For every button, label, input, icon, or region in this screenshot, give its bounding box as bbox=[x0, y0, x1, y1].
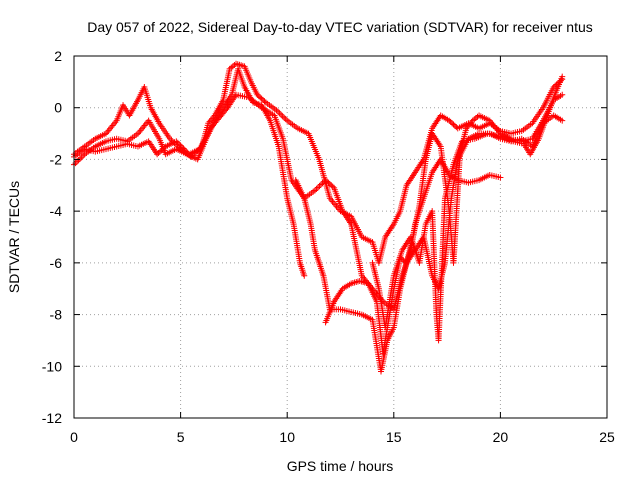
data-point bbox=[260, 96, 267, 103]
y-tick-label: 0 bbox=[54, 100, 62, 116]
x-tick-label: 25 bbox=[599, 429, 615, 445]
grid bbox=[74, 56, 607, 418]
data-point bbox=[181, 146, 188, 153]
x-tick-label: 5 bbox=[177, 429, 185, 445]
y-tick-label: -10 bbox=[42, 358, 62, 374]
chart-title: Day 057 of 2022, Sidereal Day-to-day VTE… bbox=[87, 19, 593, 35]
data-point bbox=[276, 110, 283, 117]
y-tick-label: -2 bbox=[50, 151, 63, 167]
axis-ticks: 0 5 10 15 20 25 -12 -10 -8 -6 -4 -2 0 2 bbox=[42, 48, 615, 445]
data-point bbox=[322, 177, 329, 184]
y-axis-label: SDTVAR / TECUs bbox=[6, 181, 22, 293]
data-point bbox=[275, 108, 282, 115]
data-point bbox=[179, 144, 186, 151]
data-point bbox=[155, 149, 162, 156]
x-axis-label: GPS time / hours bbox=[287, 458, 394, 474]
data-point bbox=[255, 93, 262, 100]
data-point bbox=[301, 272, 308, 279]
series-track-5 bbox=[292, 112, 566, 375]
data-point bbox=[325, 179, 332, 186]
data-point bbox=[282, 116, 289, 123]
data-point bbox=[281, 114, 288, 121]
data-point bbox=[318, 181, 325, 188]
series-track-1 bbox=[71, 60, 566, 266]
data-point bbox=[173, 138, 180, 145]
data-point bbox=[180, 145, 187, 152]
data-point bbox=[559, 73, 566, 80]
data-point bbox=[550, 84, 557, 91]
y-tick-label: -4 bbox=[50, 203, 63, 219]
x-tick-label: 20 bbox=[493, 429, 509, 445]
data-point bbox=[447, 118, 454, 125]
data-point bbox=[154, 151, 161, 158]
data-point bbox=[223, 106, 230, 113]
data-point bbox=[279, 113, 286, 120]
series-track-2 bbox=[71, 65, 308, 279]
data-point bbox=[158, 147, 165, 154]
data-point bbox=[156, 148, 163, 155]
data-point bbox=[261, 98, 268, 105]
data-point bbox=[176, 141, 183, 148]
data-point bbox=[446, 117, 453, 124]
data-point bbox=[174, 139, 181, 146]
data-point bbox=[183, 148, 190, 155]
x-tick-label: 15 bbox=[386, 429, 402, 445]
plot-frame bbox=[73, 55, 608, 419]
data-point bbox=[450, 121, 457, 128]
data-point bbox=[449, 120, 456, 127]
y-tick-label: -12 bbox=[42, 410, 62, 426]
data-point bbox=[75, 157, 82, 164]
data-point bbox=[258, 95, 265, 102]
data-point bbox=[323, 178, 330, 185]
x-tick-label: 10 bbox=[279, 429, 295, 445]
series-track-6 bbox=[369, 73, 566, 344]
data-point bbox=[316, 183, 323, 190]
data-point bbox=[254, 91, 261, 98]
data-point bbox=[159, 146, 166, 153]
data-point bbox=[278, 111, 285, 118]
y-tick-label: 2 bbox=[54, 48, 62, 64]
data-point bbox=[161, 144, 168, 151]
data-point bbox=[313, 185, 320, 192]
data-point bbox=[329, 183, 336, 190]
data-point bbox=[177, 142, 184, 149]
data-point bbox=[257, 94, 264, 101]
data-point bbox=[559, 91, 566, 98]
x-tick-label: 0 bbox=[70, 429, 78, 445]
y-tick-label: -6 bbox=[50, 255, 63, 271]
data-series bbox=[71, 60, 566, 375]
data-point bbox=[314, 184, 321, 191]
data-point bbox=[326, 180, 333, 187]
data-point bbox=[497, 174, 504, 181]
y-tick-label: -8 bbox=[50, 307, 63, 323]
data-point bbox=[328, 182, 335, 189]
data-point bbox=[72, 160, 79, 167]
data-point bbox=[451, 122, 458, 129]
data-point bbox=[559, 117, 566, 124]
